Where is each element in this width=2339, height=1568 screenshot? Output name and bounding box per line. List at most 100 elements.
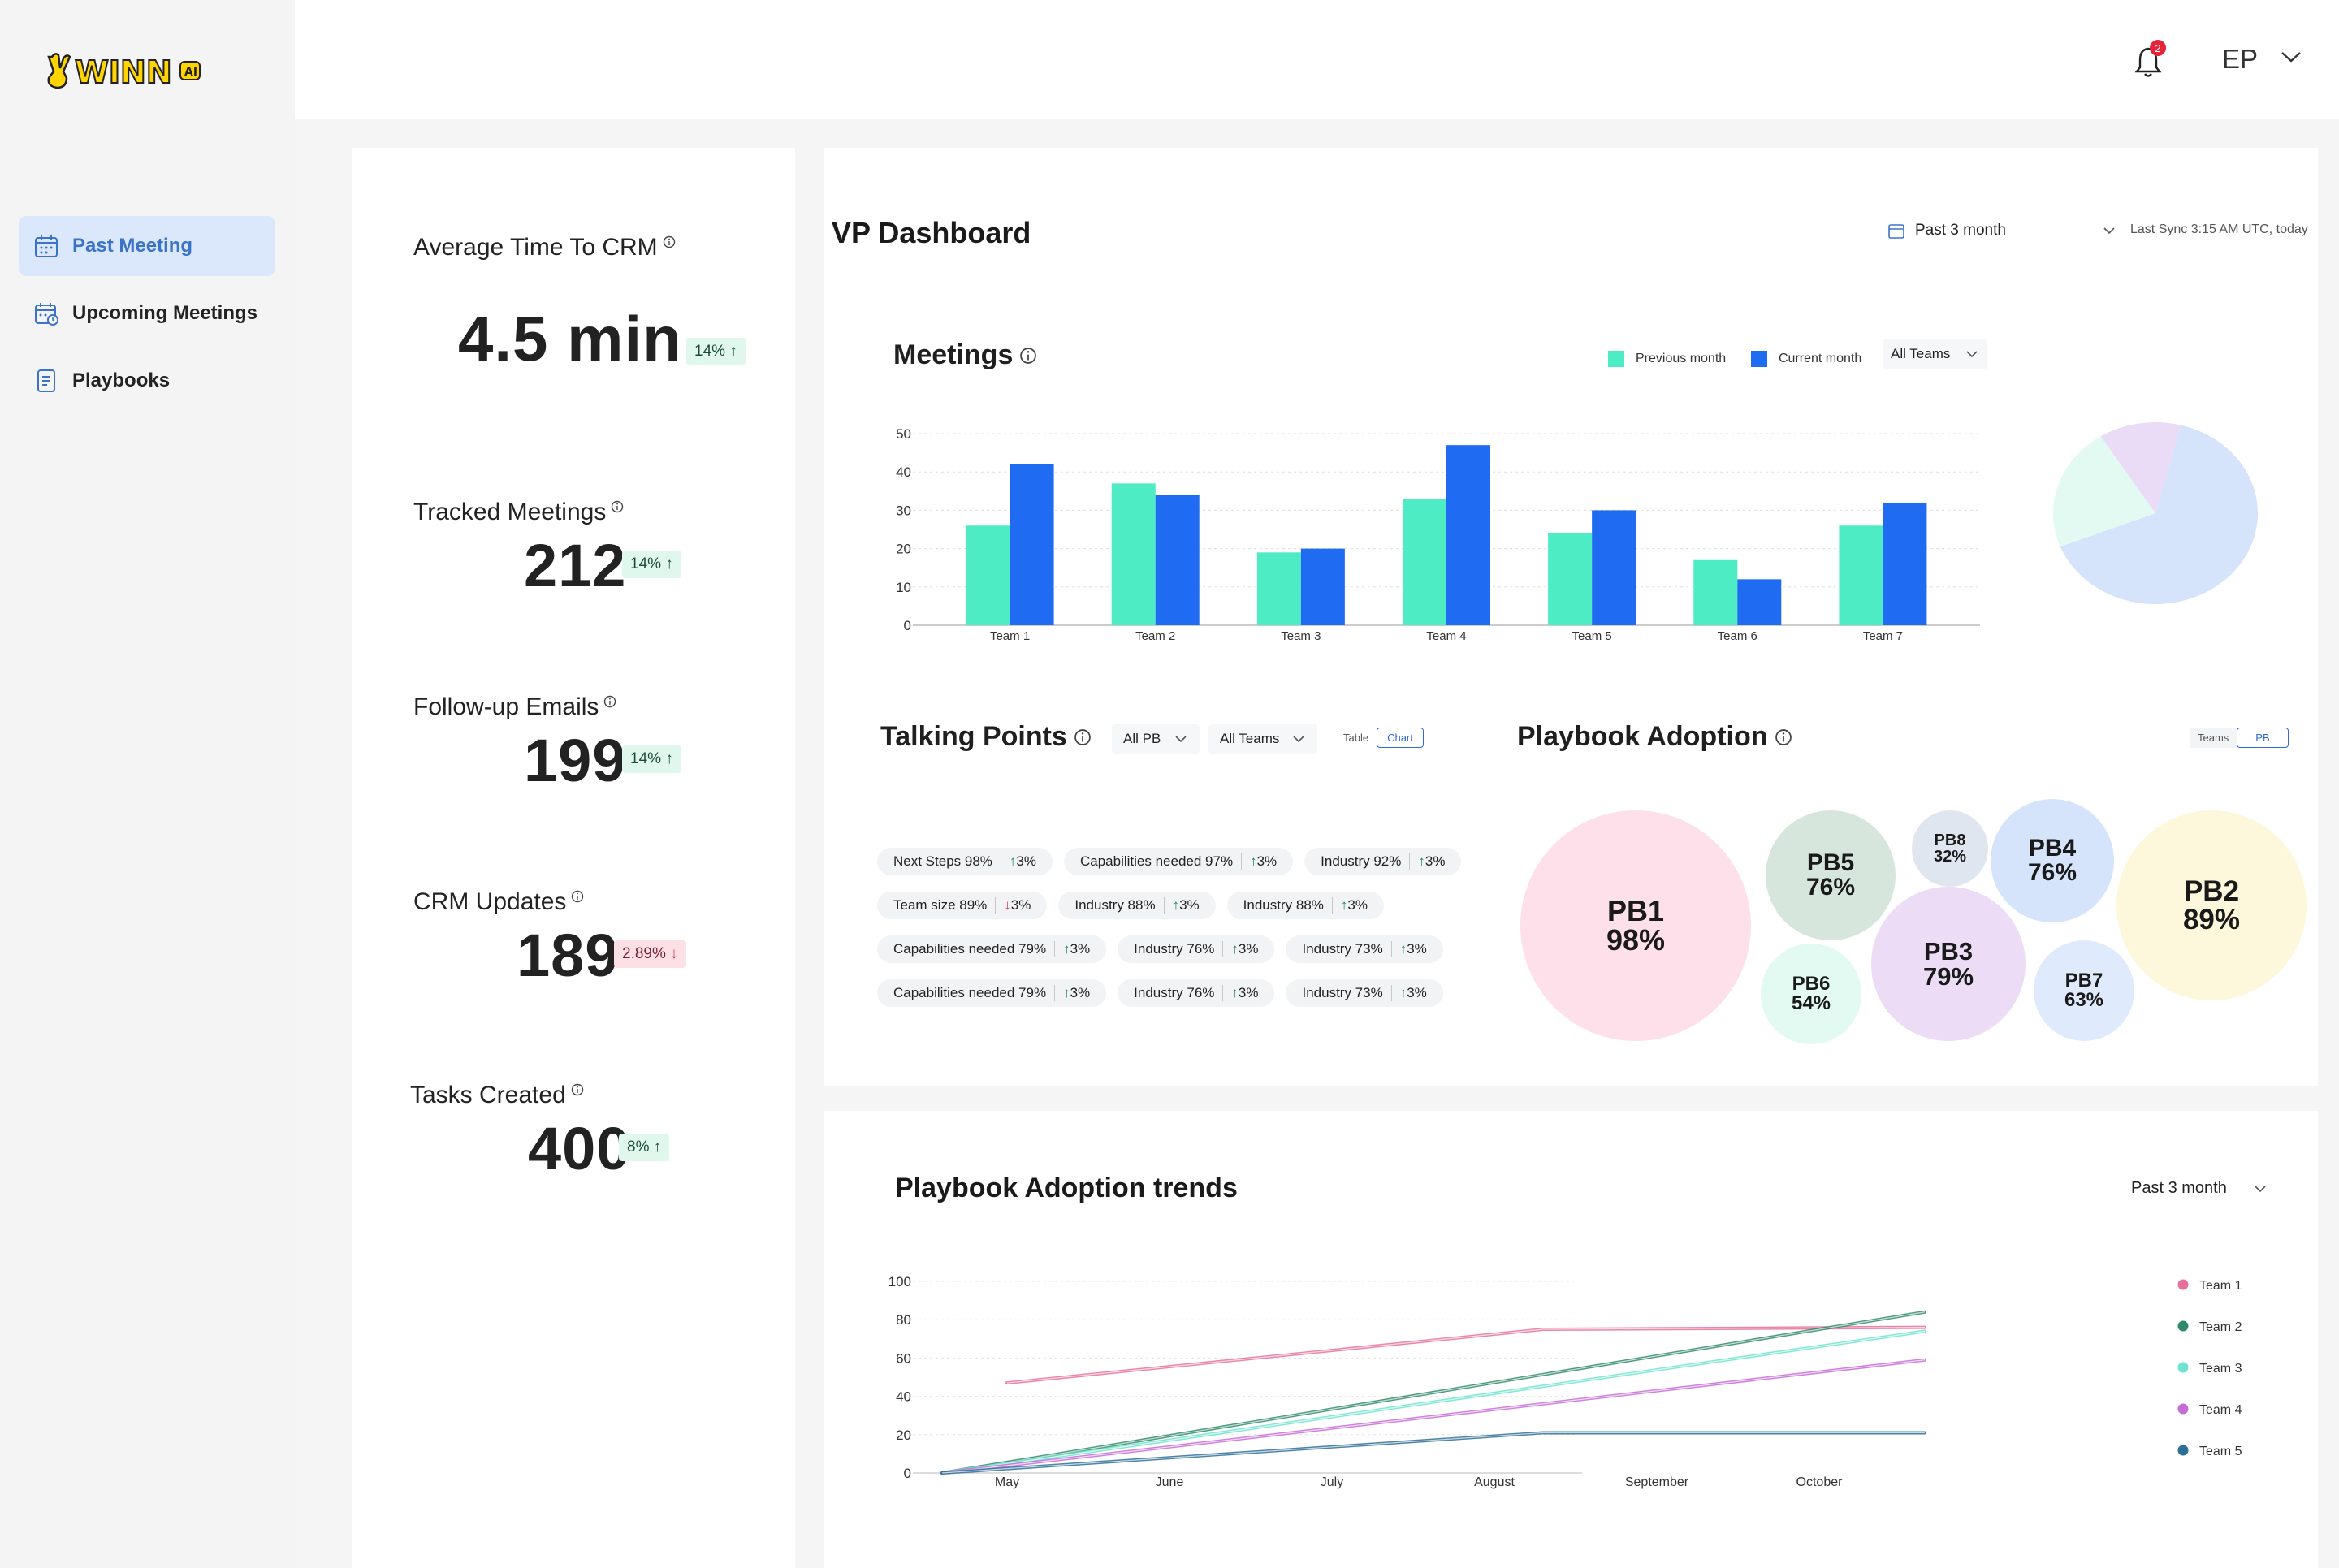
x-tick-label: Team 7 bbox=[1863, 629, 1903, 643]
calendar-clock-icon bbox=[35, 303, 58, 326]
bar-current bbox=[1592, 510, 1636, 625]
legend-previous-month: Previous month bbox=[1608, 351, 1726, 367]
chip-divider bbox=[1054, 941, 1056, 957]
info-icon[interactable] bbox=[1019, 347, 1037, 365]
talking-point-chip[interactable]: Capabilities needed 79% ↑ 3% bbox=[877, 935, 1107, 963]
talking-point-text: Industry 73% bbox=[1302, 985, 1383, 1000]
info-icon[interactable] bbox=[611, 500, 624, 513]
bubble-pb2[interactable]: PB2 89% bbox=[2116, 810, 2307, 1000]
arrow-up-icon: ↑ bbox=[1418, 853, 1425, 869]
y-tick-label: 60 bbox=[896, 1350, 911, 1366]
winn-logo[interactable]: WINN AI bbox=[42, 47, 201, 97]
talking-point-chip[interactable]: Team size 89% ↓ 3% bbox=[877, 892, 1048, 919]
talking-point-chip[interactable]: Next Steps 98% ↑ 3% bbox=[877, 848, 1053, 875]
stat-label-tracked-meetings: Tracked Meetings bbox=[413, 499, 624, 526]
legend-label: Team 5 bbox=[2199, 1445, 2242, 1458]
x-tick-label: Team 3 bbox=[1281, 629, 1321, 643]
bubble-pb4[interactable]: PB4 76% bbox=[1991, 799, 2114, 922]
stat-delta-badge: 14% ↑ bbox=[686, 338, 746, 365]
talking-point-chip[interactable]: Industry 88% ↑ 3% bbox=[1058, 892, 1216, 919]
bubble-value: 54% bbox=[1791, 992, 1831, 1014]
talking-point-delta: 3% bbox=[1070, 941, 1091, 957]
info-icon[interactable] bbox=[603, 695, 616, 708]
sidebar-item-upcoming-meetings[interactable]: Upcoming Meetings bbox=[19, 283, 275, 343]
delta-text: 2.89% bbox=[622, 945, 666, 962]
arrow-up-icon: ↑ bbox=[729, 343, 737, 360]
legend-dot bbox=[2177, 1403, 2189, 1415]
pb-select-value: All PB bbox=[1123, 731, 1161, 746]
talking-points-pb-select[interactable]: All PB bbox=[1112, 724, 1200, 754]
stat-delta-badge: 8% ↑ bbox=[619, 1134, 670, 1161]
info-icon[interactable] bbox=[571, 890, 584, 903]
y-tick-label: 0 bbox=[904, 1466, 911, 1481]
bubble-name: PB7 bbox=[2064, 970, 2103, 991]
y-tick-label: 40 bbox=[896, 464, 911, 480]
vp-dashboard-panel: VP Dashboard Past 3 month Last Sync 3:15… bbox=[824, 148, 2318, 1086]
talking-point-text: Next Steps 98% bbox=[893, 853, 992, 869]
y-tick-label: 20 bbox=[896, 1428, 911, 1443]
trends-period-select[interactable]: Past 3 month bbox=[2131, 1179, 2268, 1198]
bubble-pb3[interactable]: PB3 79% bbox=[1871, 887, 2026, 1041]
bubble-value: 63% bbox=[2064, 989, 2104, 1011]
talking-points-title-text: Talking Points bbox=[880, 721, 1067, 752]
chevron-down-icon bbox=[1175, 736, 1187, 743]
bubble-pb1[interactable]: PB1 98% bbox=[1520, 810, 1751, 1041]
series-line-highlight bbox=[1006, 1327, 1926, 1384]
talking-point-delta: 3% bbox=[1407, 941, 1427, 957]
legend-current-month: Current month bbox=[1751, 351, 1861, 367]
toggle-chart[interactable]: Chart bbox=[1377, 728, 1424, 748]
talking-point-chip[interactable]: Industry 73% ↑ 3% bbox=[1286, 979, 1443, 1007]
bubble-pb5[interactable]: PB5 76% bbox=[1766, 810, 1896, 940]
talking-point-chip[interactable]: Industry 76% ↑ 3% bbox=[1118, 935, 1275, 963]
toggle-table[interactable]: Table bbox=[1343, 732, 1369, 744]
team-select-value: All Teams bbox=[1220, 731, 1280, 746]
legend-label: Team 2 bbox=[2199, 1320, 2242, 1334]
talking-point-chip[interactable]: Industry 88% ↑ 3% bbox=[1226, 892, 1384, 919]
talking-points-title: Talking Points bbox=[880, 721, 1092, 753]
sidebar-item-playbooks[interactable]: Playbooks bbox=[19, 351, 275, 411]
delta-text: 14% bbox=[630, 750, 662, 767]
bubble-name: PB2 bbox=[2183, 875, 2240, 907]
logo-badge: AI bbox=[184, 66, 197, 79]
bubble-name: PB4 bbox=[2028, 835, 2077, 862]
x-tick-label: August bbox=[1474, 1475, 1515, 1489]
info-icon[interactable] bbox=[663, 235, 676, 248]
sidebar-item-label: Playbooks bbox=[72, 369, 171, 391]
info-icon[interactable] bbox=[1074, 728, 1092, 746]
bubble-pb8[interactable]: PB8 32% bbox=[1912, 810, 1988, 887]
toggle-teams[interactable]: Teams bbox=[2190, 728, 2237, 748]
meetings-team-select[interactable]: All Teams bbox=[1883, 339, 1988, 369]
document-icon bbox=[37, 369, 55, 392]
user-avatar-initials[interactable]: EP bbox=[2222, 44, 2259, 74]
bubble-value: 76% bbox=[2027, 859, 2077, 886]
sidebar-item-past-meeting[interactable]: Past Meeting bbox=[19, 216, 275, 276]
notification-bell-button[interactable]: 2 bbox=[2132, 40, 2173, 83]
arrow-up-icon: ↑ bbox=[1231, 985, 1239, 1000]
toggle-pb[interactable]: PB bbox=[2237, 728, 2289, 748]
legend-label: Previous month bbox=[1636, 352, 1727, 365]
talking-point-chip[interactable]: Industry 76% ↑ 3% bbox=[1118, 979, 1275, 1007]
talking-points-row: Team size 89% ↓ 3% Industry 88% ↑ 3% Industry … bbox=[877, 892, 1384, 919]
talking-point-chip[interactable]: Industry 73% ↑ 3% bbox=[1286, 935, 1443, 963]
talking-point-text: Capabilities needed 97% bbox=[1079, 853, 1234, 869]
talking-point-chip[interactable]: Capabilities needed 97% ↑ 3% bbox=[1063, 848, 1294, 875]
talking-point-chip[interactable]: Capabilities needed 79% ↑ 3% bbox=[877, 979, 1107, 1007]
legend-label: Team 3 bbox=[2199, 1362, 2242, 1376]
stat-label-text: Tasks Created bbox=[410, 1082, 566, 1108]
talking-point-chip[interactable]: Industry 92% ↑ 3% bbox=[1304, 848, 1462, 875]
bubble-pb6[interactable]: PB6 54% bbox=[1761, 944, 1861, 1044]
user-menu-toggle[interactable] bbox=[2279, 49, 2303, 69]
period-select[interactable]: Past 3 month bbox=[1887, 216, 2116, 245]
stat-delta-badge: 14% ↑ bbox=[622, 551, 681, 578]
info-icon[interactable] bbox=[1775, 728, 1792, 746]
x-tick-label: September bbox=[1625, 1475, 1689, 1489]
stat-label-text: Average Time To CRM bbox=[413, 234, 658, 261]
talking-points-team-select[interactable]: All Teams bbox=[1208, 724, 1317, 754]
period-select-value: Past 3 month bbox=[1915, 222, 2006, 239]
y-tick-label: 100 bbox=[888, 1274, 911, 1289]
bubble-pb7[interactable]: PB7 63% bbox=[2034, 940, 2134, 1041]
info-icon[interactable] bbox=[571, 1083, 584, 1096]
x-tick-label: Team 6 bbox=[1718, 629, 1757, 643]
delta-text: 14% bbox=[630, 555, 662, 572]
x-tick-label: May bbox=[995, 1475, 1019, 1489]
